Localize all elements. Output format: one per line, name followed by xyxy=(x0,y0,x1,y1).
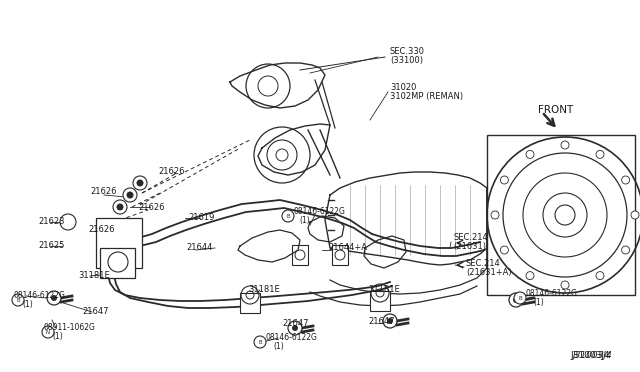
Bar xyxy=(332,245,348,265)
Text: 21623: 21623 xyxy=(38,218,65,227)
Text: 08146-6122G: 08146-6122G xyxy=(265,334,317,343)
Circle shape xyxy=(513,297,519,303)
Circle shape xyxy=(596,150,604,158)
Text: 21647: 21647 xyxy=(368,317,394,327)
Text: 08146-6122G: 08146-6122G xyxy=(293,208,345,217)
Circle shape xyxy=(509,293,523,307)
Text: (1): (1) xyxy=(299,217,310,225)
Bar xyxy=(487,135,635,295)
Circle shape xyxy=(387,318,393,324)
Circle shape xyxy=(47,291,61,305)
Circle shape xyxy=(596,272,604,280)
Circle shape xyxy=(60,214,76,230)
Circle shape xyxy=(561,141,569,149)
Circle shape xyxy=(295,250,305,260)
Bar xyxy=(370,291,390,311)
Circle shape xyxy=(113,200,127,214)
Circle shape xyxy=(500,176,508,184)
Circle shape xyxy=(42,326,54,338)
Text: 21619: 21619 xyxy=(188,214,214,222)
Bar xyxy=(100,248,135,278)
Circle shape xyxy=(383,314,397,328)
Text: (21631): (21631) xyxy=(453,243,486,251)
Bar xyxy=(292,245,308,265)
Circle shape xyxy=(133,176,147,190)
Text: 21626: 21626 xyxy=(138,202,164,212)
Text: B: B xyxy=(258,340,262,344)
Circle shape xyxy=(621,176,630,184)
Circle shape xyxy=(526,272,534,280)
Text: 21626: 21626 xyxy=(90,187,116,196)
Bar xyxy=(96,218,142,268)
Text: 08911-1062G: 08911-1062G xyxy=(44,324,96,333)
Text: B: B xyxy=(286,214,290,218)
Circle shape xyxy=(288,321,302,335)
Text: 21647: 21647 xyxy=(82,308,109,317)
Text: SEC.330: SEC.330 xyxy=(390,48,425,57)
Text: 31181E: 31181E xyxy=(248,285,280,294)
Text: (1): (1) xyxy=(273,343,284,352)
Text: 3102MP (REMAN): 3102MP (REMAN) xyxy=(390,93,463,102)
Circle shape xyxy=(254,336,266,348)
Text: 08146-6122G: 08146-6122G xyxy=(525,289,577,298)
Circle shape xyxy=(116,203,124,211)
Circle shape xyxy=(561,281,569,289)
Circle shape xyxy=(621,246,630,254)
Text: 31181E: 31181E xyxy=(368,285,400,294)
Circle shape xyxy=(526,150,534,158)
Text: FRONT: FRONT xyxy=(538,105,573,115)
Text: SEC.214: SEC.214 xyxy=(453,234,488,243)
Text: B: B xyxy=(16,298,20,302)
Circle shape xyxy=(292,325,298,331)
Text: (1): (1) xyxy=(533,298,544,308)
Circle shape xyxy=(335,250,345,260)
Text: 31020: 31020 xyxy=(390,83,417,93)
Circle shape xyxy=(491,211,499,219)
Text: J31003J4: J31003J4 xyxy=(570,352,610,360)
Text: 21644+A: 21644+A xyxy=(328,244,367,253)
Circle shape xyxy=(51,295,57,301)
Text: 21644: 21644 xyxy=(186,244,212,253)
Text: (33100): (33100) xyxy=(390,57,423,65)
Text: 21626: 21626 xyxy=(88,225,115,234)
Text: 31181E: 31181E xyxy=(78,272,109,280)
Text: 21647: 21647 xyxy=(282,320,308,328)
Text: 08146-6122G: 08146-6122G xyxy=(14,292,66,301)
Text: 21625: 21625 xyxy=(38,241,65,250)
Circle shape xyxy=(514,292,526,304)
Circle shape xyxy=(127,192,134,199)
Circle shape xyxy=(123,188,137,202)
Text: (21631+A): (21631+A) xyxy=(466,267,511,276)
Circle shape xyxy=(136,180,143,186)
Text: (1): (1) xyxy=(52,333,63,341)
Text: 21626: 21626 xyxy=(158,167,184,176)
Text: J31003J4: J31003J4 xyxy=(572,352,612,360)
Text: SEC.214: SEC.214 xyxy=(466,259,500,267)
Circle shape xyxy=(500,246,508,254)
Bar xyxy=(240,293,260,313)
Circle shape xyxy=(12,294,24,306)
Text: N: N xyxy=(46,330,50,334)
Circle shape xyxy=(282,210,294,222)
Text: B: B xyxy=(518,295,522,301)
Circle shape xyxy=(631,211,639,219)
Text: (1): (1) xyxy=(22,301,33,310)
